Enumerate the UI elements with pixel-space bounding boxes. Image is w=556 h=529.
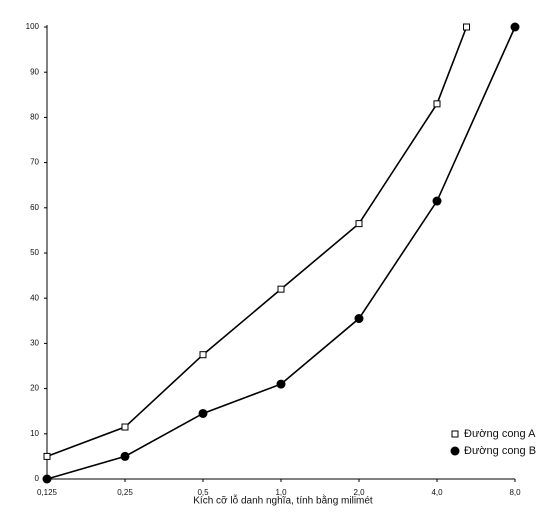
legend-label: Đường cong B: [464, 445, 536, 457]
point: [433, 100, 441, 108]
point: [463, 23, 471, 31]
x-axis-label: Kích cỡ lỗ danh nghĩa, tính bằng milimét: [193, 494, 373, 507]
legend-marker: [450, 446, 460, 456]
y-tick-label: 30: [30, 339, 39, 348]
x-tick-label: 4,0: [431, 488, 443, 497]
point: [354, 314, 364, 324]
point: [510, 22, 520, 32]
y-tick-label: 40: [30, 293, 39, 302]
point: [355, 220, 363, 228]
point: [42, 474, 52, 484]
y-tick-label: 90: [30, 67, 39, 76]
x-tick-label: 1,0: [275, 488, 287, 497]
x-tick-label: 0,5: [197, 488, 209, 497]
point: [432, 196, 442, 206]
legend-label: Đường cong A: [464, 428, 536, 440]
series-line: [46, 26, 468, 458]
point: [121, 423, 129, 431]
y-tick-label: 0: [35, 474, 40, 483]
y-tick-label: 60: [30, 203, 39, 212]
legend-marker: [451, 430, 459, 438]
x-tick-label: 0,25: [117, 488, 133, 497]
point: [120, 451, 130, 461]
point: [198, 408, 208, 418]
point: [277, 285, 285, 293]
x-tick-label: 0,125: [37, 488, 58, 497]
series-line: [46, 26, 516, 480]
y-tick-label: 50: [30, 248, 39, 257]
point: [276, 379, 286, 389]
y-tick-label: 10: [30, 429, 39, 438]
point: [43, 452, 51, 460]
y-tick-label: 70: [30, 158, 39, 167]
point: [199, 351, 207, 359]
y-tick-label: 100: [26, 22, 40, 31]
y-tick-label: 80: [30, 113, 39, 122]
x-tick-label: 8,0: [509, 488, 521, 497]
y-tick-label: 20: [30, 384, 39, 393]
x-tick-label: 2,0: [353, 488, 365, 497]
